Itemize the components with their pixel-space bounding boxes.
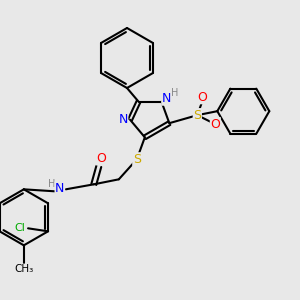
Text: S: S	[133, 153, 141, 166]
Text: N: N	[118, 113, 128, 126]
Text: O: O	[210, 118, 220, 131]
Text: H: H	[171, 88, 178, 98]
Text: H: H	[48, 179, 56, 189]
Text: N: N	[162, 92, 171, 105]
Text: S: S	[193, 109, 201, 122]
Text: O: O	[96, 152, 106, 165]
Text: CH₃: CH₃	[14, 264, 33, 274]
Text: Cl: Cl	[15, 223, 26, 233]
Text: O: O	[197, 91, 207, 104]
Text: N: N	[55, 182, 64, 195]
